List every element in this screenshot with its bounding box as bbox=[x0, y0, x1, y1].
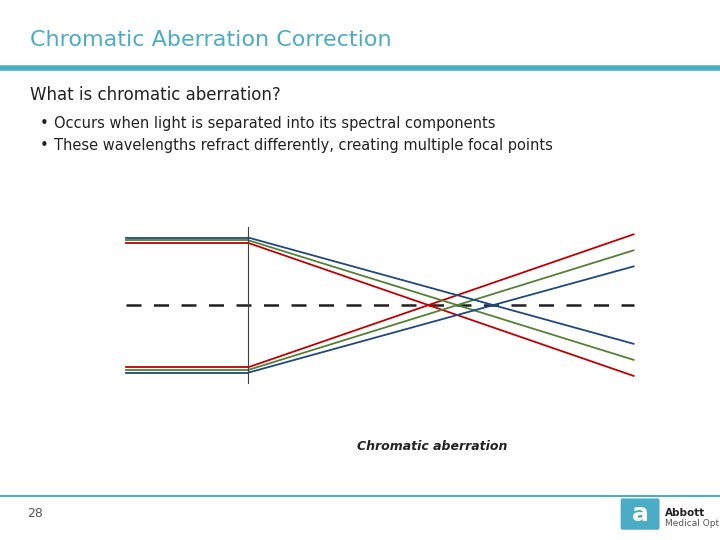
Text: Occurs when light is separated into its spectral components: Occurs when light is separated into its … bbox=[54, 116, 495, 131]
Text: Chromatic Aberration Correction: Chromatic Aberration Correction bbox=[30, 30, 392, 50]
Text: What is chromatic aberration?: What is chromatic aberration? bbox=[30, 86, 281, 104]
Text: Abbott: Abbott bbox=[665, 508, 706, 518]
Text: These wavelengths refract differently, creating multiple focal points: These wavelengths refract differently, c… bbox=[54, 138, 553, 153]
Text: Chromatic aberration: Chromatic aberration bbox=[357, 440, 507, 453]
Text: Medical Optics: Medical Optics bbox=[665, 519, 720, 529]
Text: •: • bbox=[40, 138, 48, 153]
FancyBboxPatch shape bbox=[621, 498, 660, 530]
Text: •: • bbox=[40, 116, 48, 131]
Text: 28: 28 bbox=[27, 507, 43, 519]
Text: a: a bbox=[631, 502, 649, 526]
